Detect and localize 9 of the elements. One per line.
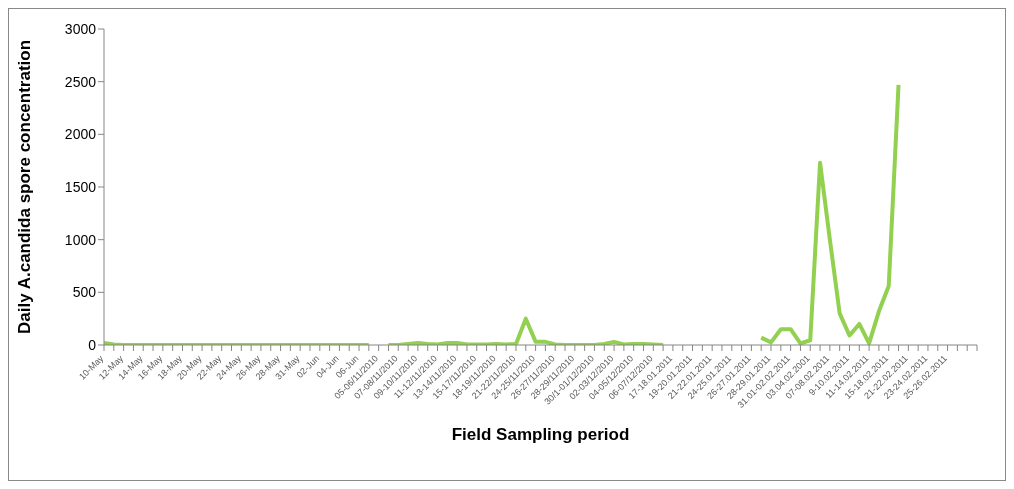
y-tick-label: 2000	[64, 126, 97, 143]
y-tick-label: 2500	[64, 73, 97, 90]
y-axis-title: Daily A.candida spore concentration	[15, 39, 35, 335]
y-tick-label: 0	[88, 336, 97, 353]
y-tick-label: 1500	[64, 178, 97, 195]
y-tick-label: 3000	[64, 20, 97, 37]
x-axis-title: Field Sampling period	[451, 425, 630, 444]
y-tick-label: 500	[72, 284, 97, 301]
y-tick-label: 1000	[64, 231, 97, 248]
